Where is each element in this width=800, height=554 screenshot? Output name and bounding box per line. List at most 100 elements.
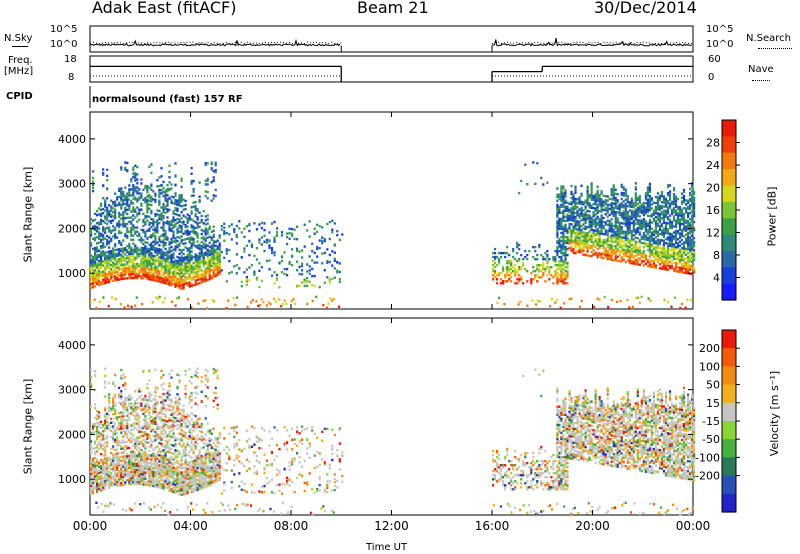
- power-panel-cell: [138, 238, 141, 241]
- power-panel-cell: [144, 255, 147, 258]
- power-panel-cell: [150, 266, 153, 269]
- power-panel-cell: [186, 231, 189, 234]
- power-panel-cell: [204, 227, 207, 230]
- velocity-panel-cell: [108, 410, 111, 413]
- power-panel-cell: [196, 240, 199, 243]
- power-panel-cell: [562, 268, 565, 271]
- velocity-panel-cell: [118, 456, 121, 459]
- power-panel-cell: [636, 249, 639, 252]
- velocity-panel-cell: [120, 463, 123, 467]
- power-panel-cell: [662, 259, 665, 263]
- power-panel-cell: [516, 243, 519, 247]
- power-panel-cell: [152, 262, 155, 266]
- power-panel-cell: [624, 210, 627, 213]
- power-panel-cell: [634, 194, 637, 197]
- power-panel-cell: [636, 226, 639, 230]
- power-panel-cell: [538, 270, 541, 273]
- power-panel-cell: [548, 258, 551, 261]
- power-panel-cell: [180, 185, 183, 189]
- power-panel-cell: [116, 236, 119, 239]
- power-panel-cell: [538, 268, 541, 271]
- power-panel-cell: [118, 274, 121, 277]
- power-panel-cell: [516, 270, 519, 273]
- velocity-panel-cell: [92, 481, 95, 485]
- power-panel-cell: [691, 184, 694, 187]
- power-panel-cell: [658, 246, 661, 250]
- power-panel-cell: [574, 246, 577, 249]
- power-panel-cell: [92, 219, 95, 222]
- nsky-panel-frame: [89, 25, 694, 53]
- power-panel-cell: [316, 247, 319, 250]
- power-panel-cell: [656, 240, 659, 243]
- power-panel-cell: [206, 162, 209, 165]
- power-panel-cell: [176, 245, 179, 249]
- power-panel-cell: [682, 245, 686, 248]
- power-panel-cell: [560, 245, 563, 249]
- power-panel-cell: [640, 207, 643, 210]
- power-panel-cell: [210, 260, 213, 264]
- power-panel-cell: [691, 186, 694, 189]
- power-panel-cell: [676, 222, 680, 225]
- power-panel-cell: [122, 191, 125, 194]
- power-panel-cell: [630, 233, 633, 237]
- power-panel-cell: [566, 201, 569, 204]
- power-panel-cell: [578, 200, 581, 203]
- power-panel-cell: [202, 278, 205, 281]
- power-panel-cell: [614, 198, 617, 202]
- power-panel-cell: [110, 221, 113, 225]
- power-panel-cell: [164, 197, 167, 200]
- power-panel-cell: [606, 253, 609, 257]
- velocity-panel-cell: [114, 422, 117, 426]
- power-panel-cell: [170, 199, 173, 202]
- power-panel-cell: [134, 246, 137, 249]
- power-panel-cell: [102, 238, 105, 241]
- power-panel-cell: [576, 238, 579, 241]
- velocity-panel-cell: [92, 475, 95, 479]
- power-panel-cell: [664, 262, 668, 265]
- power-panel-cell: [562, 197, 565, 200]
- power-panel-cell: [662, 251, 665, 255]
- power-panel-cell: [662, 217, 665, 220]
- power-panel-cell: [294, 302, 297, 305]
- power-panel-cell: [646, 264, 649, 268]
- velocity-panel-cell: [120, 397, 123, 400]
- power-panel-cell: [164, 235, 167, 239]
- power-panel-cell: [584, 225, 587, 228]
- power-panel-cell: [190, 236, 193, 239]
- power-panel-cell: [166, 202, 169, 205]
- power-panel-cell: [102, 260, 105, 263]
- power-panel-cell: [590, 236, 593, 240]
- power-panel-cell: [578, 248, 581, 252]
- power-panel-cell: [614, 251, 617, 254]
- power-panel-cell: [664, 199, 668, 203]
- nave-label: Nave: [748, 64, 774, 75]
- power-panel-cell: [664, 225, 668, 229]
- power-panel-cell: [104, 227, 107, 230]
- power-panel-cell: [178, 224, 181, 227]
- velocity-panel-cell: [116, 444, 119, 447]
- power-panel-cell: [112, 257, 115, 260]
- power-panel-cell: [687, 231, 690, 235]
- power-panel-cell: [146, 219, 149, 222]
- power-panel-cell: [98, 213, 101, 216]
- power-panel-cell: [206, 218, 209, 221]
- power-panel-cell: [270, 274, 274, 277]
- power-panel-cell: [132, 172, 135, 175]
- power-panel-cell: [662, 199, 665, 202]
- power-panel-cell: [610, 194, 613, 197]
- power-panel-cell: [110, 231, 113, 235]
- power-panel-cell: [198, 265, 201, 269]
- power-panel-cell: [532, 255, 535, 259]
- power-panel-cell: [608, 207, 611, 211]
- power-panel-cell: [616, 207, 619, 210]
- power-panel-cell: [689, 260, 692, 263]
- power-panel-cell: [333, 257, 336, 260]
- power-panel-cell: [691, 204, 694, 207]
- power-panel-cell: [540, 264, 543, 267]
- power-panel-cell: [560, 239, 563, 243]
- power-panel-cell: [606, 235, 609, 238]
- power-panel-cell: [298, 284, 301, 287]
- power-panel-cell: [130, 178, 133, 181]
- velocity-panel-cell: [120, 403, 123, 406]
- power-panel-cell: [190, 206, 193, 209]
